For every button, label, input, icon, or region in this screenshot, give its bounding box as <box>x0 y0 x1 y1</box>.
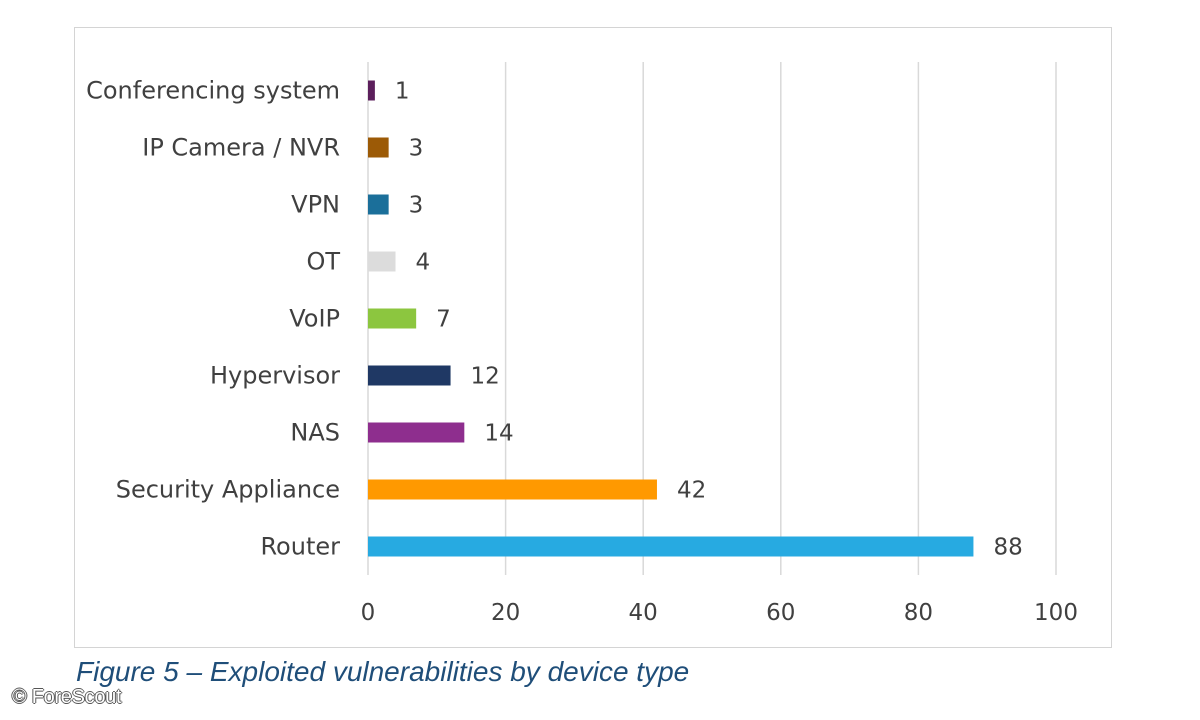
category-label: Router <box>260 533 340 561</box>
bar <box>368 536 974 557</box>
value-label: 42 <box>677 478 706 504</box>
bar <box>368 80 375 101</box>
value-label: 3 <box>409 136 424 162</box>
bar <box>368 308 417 329</box>
value-label: 14 <box>484 421 513 447</box>
value-label: 12 <box>471 364 500 390</box>
value-label: 4 <box>416 250 431 276</box>
x-tick-label: 40 <box>629 600 658 626</box>
category-label: Security Appliance <box>116 476 340 504</box>
value-label: 88 <box>993 535 1022 561</box>
x-tick-label: 0 <box>361 600 376 626</box>
category-label: IP Camera / NVR <box>142 134 340 162</box>
copyright-watermark: © ForeScout <box>12 686 122 708</box>
x-tick-label: 100 <box>1034 600 1078 626</box>
chart-frame: 0 20 40 60 80 100 Conferencing system 1 IP Camer… <box>74 27 1112 648</box>
bar <box>368 422 465 443</box>
bar <box>368 251 396 272</box>
bar <box>368 479 657 500</box>
value-label: 3 <box>409 193 424 219</box>
figure-caption: Figure 5 – Exploited vulnerabilities by … <box>76 656 690 687</box>
category-label: NAS <box>290 419 340 447</box>
bar <box>368 137 389 158</box>
category-label: VoIP <box>289 305 340 333</box>
category-label: OT <box>306 248 340 276</box>
bar <box>368 365 451 386</box>
x-tick-label: 60 <box>766 600 795 626</box>
bar <box>368 194 389 215</box>
x-tick-label: 80 <box>904 600 933 626</box>
category-label: VPN <box>291 191 340 219</box>
category-label: Conferencing system <box>86 77 340 105</box>
category-label: Hypervisor <box>210 362 340 390</box>
bar-chart: 0 20 40 60 80 100 Conferencing system 1 IP Camer… <box>86 62 1078 626</box>
x-tick-label: 20 <box>491 600 520 626</box>
value-label: 1 <box>395 79 410 105</box>
value-label: 7 <box>436 307 451 333</box>
